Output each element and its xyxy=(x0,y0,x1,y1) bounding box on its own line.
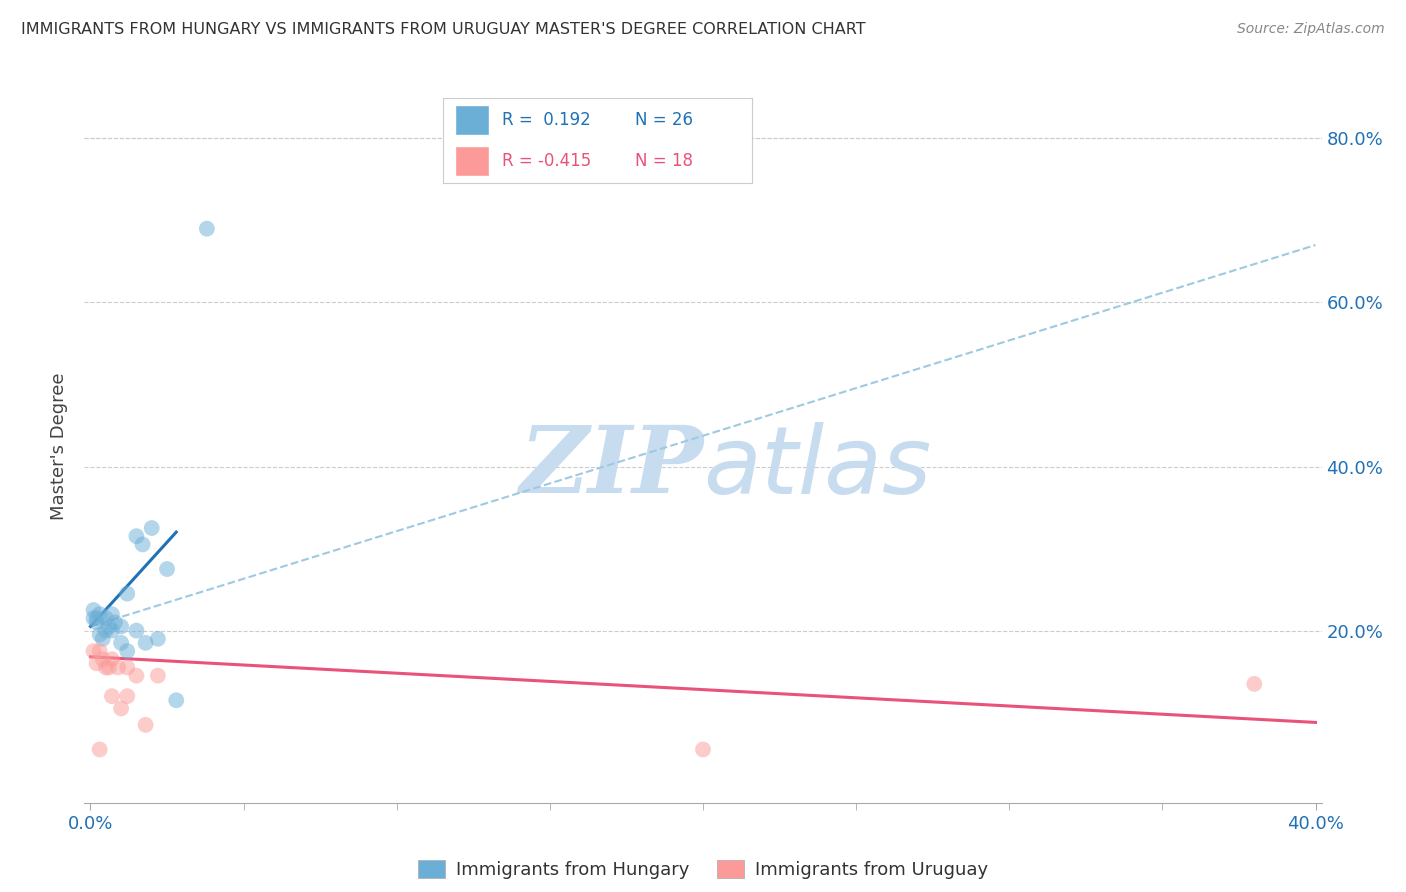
Point xyxy=(125,624,148,638)
Point xyxy=(110,701,132,715)
Text: N = 26: N = 26 xyxy=(634,112,693,129)
Point xyxy=(101,652,124,666)
Point xyxy=(146,632,169,646)
Point xyxy=(115,587,138,601)
Legend: Immigrants from Hungary, Immigrants from Uruguay: Immigrants from Hungary, Immigrants from… xyxy=(411,853,995,887)
Point xyxy=(156,562,179,576)
Point xyxy=(692,742,714,756)
Text: Source: ZipAtlas.com: Source: ZipAtlas.com xyxy=(1237,22,1385,37)
Point xyxy=(141,521,163,535)
Text: R =  0.192: R = 0.192 xyxy=(502,112,591,129)
Point xyxy=(94,624,117,638)
Point xyxy=(89,644,111,658)
Point xyxy=(86,615,108,630)
Point xyxy=(131,537,153,551)
Point xyxy=(115,689,138,703)
Y-axis label: Master's Degree: Master's Degree xyxy=(51,372,69,520)
Point xyxy=(91,652,114,666)
Point xyxy=(146,668,169,682)
Text: IMMIGRANTS FROM HUNGARY VS IMMIGRANTS FROM URUGUAY MASTER'S DEGREE CORRELATION C: IMMIGRANTS FROM HUNGARY VS IMMIGRANTS FR… xyxy=(21,22,866,37)
Point xyxy=(101,689,124,703)
Point xyxy=(97,619,120,633)
Point xyxy=(86,657,108,671)
Point xyxy=(97,660,120,674)
Point xyxy=(135,636,157,650)
Point xyxy=(83,603,105,617)
Point xyxy=(94,660,117,674)
Point xyxy=(195,221,218,235)
Point xyxy=(110,619,132,633)
Point xyxy=(89,627,111,641)
Point xyxy=(83,644,105,658)
Point xyxy=(107,660,129,674)
Point xyxy=(110,636,132,650)
Text: N = 18: N = 18 xyxy=(634,152,693,169)
Point xyxy=(101,607,124,622)
Point xyxy=(89,742,111,756)
Text: ZIP: ZIP xyxy=(519,423,703,512)
Point xyxy=(115,660,138,674)
Point xyxy=(135,718,157,732)
Point xyxy=(101,624,124,638)
Point xyxy=(125,668,148,682)
Text: atlas: atlas xyxy=(703,422,931,513)
Point xyxy=(86,611,108,625)
Point xyxy=(83,611,105,625)
Text: R = -0.415: R = -0.415 xyxy=(502,152,591,169)
Point xyxy=(91,632,114,646)
Point xyxy=(115,644,138,658)
FancyBboxPatch shape xyxy=(456,145,489,176)
Point xyxy=(1243,677,1265,691)
Point xyxy=(104,615,127,630)
FancyBboxPatch shape xyxy=(456,105,489,136)
Point xyxy=(125,529,148,543)
Point xyxy=(165,693,187,707)
Point xyxy=(89,607,111,622)
Point xyxy=(94,611,117,625)
